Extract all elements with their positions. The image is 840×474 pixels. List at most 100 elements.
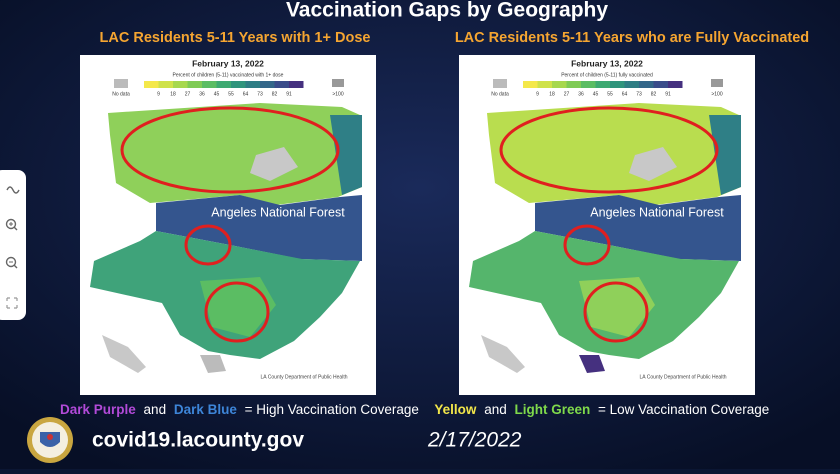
legend-tick: 64 [243, 91, 249, 97]
highlight-circle [184, 224, 232, 266]
legend-tick: 36 [578, 91, 584, 97]
legend-tick: 36 [199, 91, 205, 97]
legend-tick: 9 [536, 91, 539, 97]
legend-tick: 73 [636, 91, 642, 97]
legend-tick: 73 [257, 91, 263, 97]
legend-swatch [187, 81, 202, 88]
legend-dark-purple: Dark Purple [60, 402, 136, 417]
legend-light-green: Light Green [514, 402, 590, 417]
pen-tool[interactable] [6, 186, 20, 194]
no-data-label: No data [112, 91, 130, 97]
legend-swatch [523, 81, 538, 88]
highlight-circle [120, 106, 340, 194]
map-panel: February 13, 2022 Percent of children (5-… [459, 55, 755, 395]
map-heading: LAC Residents 5-11 Years who are Fully V… [455, 30, 809, 46]
legend-and: and [484, 402, 507, 417]
map-panel: February 13, 2022 Percent of children (5-… [80, 55, 376, 395]
over-swatch [332, 79, 344, 87]
zoom-toolbar [0, 170, 26, 320]
legend-tick: 55 [607, 91, 613, 97]
legend-tick: 9 [157, 91, 160, 97]
legend-swatch [566, 81, 581, 88]
no-data-area [250, 147, 298, 181]
angeles-forest [535, 195, 741, 261]
county-seal [27, 417, 73, 463]
legend-max: >100 [711, 91, 722, 97]
zoom-in-button[interactable] [5, 218, 18, 231]
coverage-legend: Dark Purple and Dark Blue = High Vaccina… [60, 402, 769, 417]
legend-swatch [289, 81, 304, 88]
palos-verdes [200, 355, 226, 373]
legend-swatch [639, 81, 654, 88]
legend-low: = Low Vaccination Coverage [598, 402, 769, 417]
map-credit: LA County Department of Public Health [261, 374, 348, 380]
legend-swatch [202, 81, 217, 88]
legend-swatch [581, 81, 596, 88]
forest-label: Angeles National Forest [211, 205, 345, 219]
legend-tick: 64 [622, 91, 628, 97]
catalina-island [102, 335, 146, 373]
legend-swatch [537, 81, 552, 88]
legend-swatch [173, 81, 188, 88]
legend-tick: 91 [665, 91, 671, 97]
no-data-label: No data [491, 91, 509, 97]
palos-verdes [579, 355, 605, 373]
map-date: February 13, 2022 [571, 58, 643, 68]
legend-swatch [231, 81, 246, 88]
legend-tick: 91 [286, 91, 292, 97]
legend-and: and [144, 402, 167, 417]
legend-tick: 45 [214, 91, 220, 97]
angeles-forest [156, 195, 362, 261]
legend-swatch [610, 81, 625, 88]
legend-dark-blue: Dark Blue [174, 402, 238, 417]
legend-title: Percent of children (5-11) vaccinated wi… [173, 72, 284, 78]
legend-tick: 82 [272, 91, 278, 97]
catalina-island [481, 335, 525, 373]
legend-high: = High Vaccination Coverage [245, 402, 419, 417]
toolbar-panel [0, 170, 26, 320]
highlight-circle [499, 106, 719, 194]
legend-swatch [624, 81, 639, 88]
fit-button[interactable] [6, 297, 18, 309]
legend-swatch [274, 81, 289, 88]
slide-title: Vaccination Gaps by Geography [286, 0, 608, 22]
legend-tick: 18 [170, 91, 176, 97]
legend-swatch [260, 81, 275, 88]
website-url: covid19.lacounty.gov [92, 429, 304, 452]
legend-swatch [216, 81, 231, 88]
legend-swatch [158, 81, 173, 88]
legend-tick: 82 [651, 91, 657, 97]
east-region [330, 115, 362, 195]
legend-yellow: Yellow [434, 402, 477, 417]
highlight-circle [563, 224, 611, 266]
highlight-circle [204, 281, 270, 343]
east-region [709, 115, 741, 195]
legend-tick: 18 [549, 91, 555, 97]
legend-tick: 27 [185, 91, 191, 97]
legend-swatch [552, 81, 567, 88]
antelope-valley [108, 103, 362, 205]
legend-swatch [144, 81, 159, 88]
legend-swatch [245, 81, 260, 88]
legend-title: Percent of children (5-11) fully vaccina… [561, 72, 653, 78]
slide-date: 2/17/2022 [427, 429, 522, 452]
legend-swatch [653, 81, 668, 88]
map-heading: LAC Residents 5-11 Years with 1+ Dose [100, 30, 371, 46]
legend-tick: 45 [593, 91, 599, 97]
legend-max: >100 [332, 91, 343, 97]
antelope-valley [487, 103, 741, 205]
legend-swatch [595, 81, 610, 88]
map-credit: LA County Department of Public Health [640, 374, 727, 380]
forest-label: Angeles National Forest [590, 205, 724, 219]
no-data-area [629, 147, 677, 181]
basin-core [200, 277, 276, 337]
legend-swatch [668, 81, 683, 88]
zoom-out-button[interactable] [5, 256, 18, 269]
highlight-circle [583, 281, 649, 343]
legend-tick: 55 [228, 91, 234, 97]
no-data-swatch [114, 79, 128, 88]
over-swatch [711, 79, 723, 87]
map-date: February 13, 2022 [192, 58, 264, 68]
basin-core [579, 277, 655, 337]
